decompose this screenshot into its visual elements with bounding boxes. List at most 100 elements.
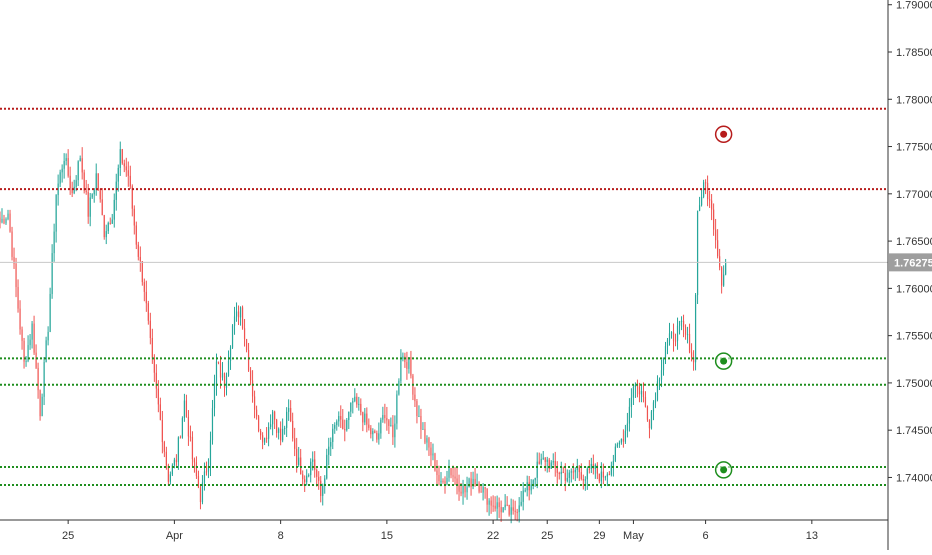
time-tick-label: 25 [541, 530, 553, 542]
candle-body [21, 329, 23, 341]
candle [400, 349, 402, 384]
candle [398, 378, 400, 396]
candle [221, 362, 224, 381]
candle [622, 429, 625, 448]
candle-body [145, 291, 147, 304]
candle-body [81, 158, 83, 173]
candle-body [294, 438, 296, 449]
candle [263, 437, 266, 446]
candle [486, 488, 488, 513]
candle-body [261, 435, 264, 443]
candle-body [596, 464, 598, 474]
candle [668, 322, 671, 346]
candle-body [594, 464, 596, 469]
candle-body [245, 338, 248, 350]
candle-body [558, 472, 560, 475]
candle [257, 414, 260, 433]
price-tick-label: 1.77500 [896, 142, 932, 154]
candle-body [179, 437, 182, 439]
candle-body [155, 372, 157, 389]
candle-body [508, 504, 510, 515]
candle-body [494, 505, 496, 509]
candle [542, 450, 544, 461]
candle [183, 393, 186, 422]
candle-body [674, 340, 677, 342]
candle [63, 153, 65, 179]
candle [546, 456, 548, 473]
candle-body [308, 475, 310, 477]
candle [410, 350, 412, 379]
candle [85, 179, 87, 195]
candle-body [492, 505, 494, 507]
candle [616, 442, 618, 448]
candle [197, 470, 200, 489]
candle-body [666, 340, 669, 347]
candle [376, 430, 378, 443]
resistance-marker-icon [714, 125, 733, 144]
time-tick-label: 13 [806, 530, 818, 542]
time-tick-label: 6 [703, 530, 709, 542]
candle-body [141, 261, 143, 283]
candle [426, 435, 428, 451]
candle-body [484, 486, 486, 489]
candle [390, 417, 392, 427]
candle [354, 388, 356, 403]
candle [402, 352, 404, 362]
candle [504, 494, 506, 511]
candle [99, 188, 101, 203]
candle [89, 192, 91, 227]
markers-layer [714, 125, 733, 479]
candle-body [306, 475, 308, 483]
price-tick-label: 1.76000 [896, 283, 932, 295]
price-tick-label: 1.75000 [896, 378, 932, 390]
candle [434, 452, 436, 472]
candle [404, 352, 406, 368]
candle-body [572, 471, 574, 473]
candle-body [686, 334, 689, 336]
candle [717, 229, 719, 259]
candle [506, 496, 508, 507]
candle [233, 306, 236, 335]
candle-body [255, 409, 258, 417]
time-tick-label: 25 [62, 530, 74, 542]
candle [219, 355, 222, 389]
candle [516, 508, 518, 522]
candle [552, 453, 554, 466]
candle [159, 397, 161, 421]
candle [430, 442, 432, 467]
candle [512, 499, 514, 515]
candle [163, 440, 165, 458]
candle-body [1, 218, 3, 223]
candle-body [706, 182, 709, 200]
candle [61, 164, 63, 183]
candle [308, 473, 310, 478]
candle [352, 397, 354, 414]
candle [265, 427, 268, 443]
candle [370, 425, 372, 439]
candle [646, 405, 649, 422]
candle [628, 398, 631, 432]
candle-body [37, 367, 39, 391]
candle-body [410, 357, 412, 376]
candle-body [328, 446, 330, 455]
candle [686, 326, 689, 344]
candle-body [466, 487, 468, 493]
candle [107, 221, 109, 234]
candle-body [336, 421, 338, 426]
candle-body [89, 197, 91, 217]
candle [596, 462, 598, 480]
candle [189, 425, 192, 442]
price-axis[interactable]: 1.79000 1.78500 1.78000 1.77500 1.77000 1.765… [887, 0, 932, 550]
candle-body [590, 463, 592, 469]
candle [424, 422, 426, 445]
candle [566, 469, 568, 483]
support-marker-icon [714, 461, 733, 479]
candle [69, 166, 71, 195]
candle [582, 474, 584, 490]
time-axis[interactable]: 25 Apr 8 15 22 25 29 May 6 13 [0, 519, 888, 542]
candle [191, 431, 194, 467]
candle [15, 257, 17, 298]
candle-body [446, 477, 448, 484]
candle-body [290, 407, 292, 421]
candle-body [47, 331, 49, 341]
